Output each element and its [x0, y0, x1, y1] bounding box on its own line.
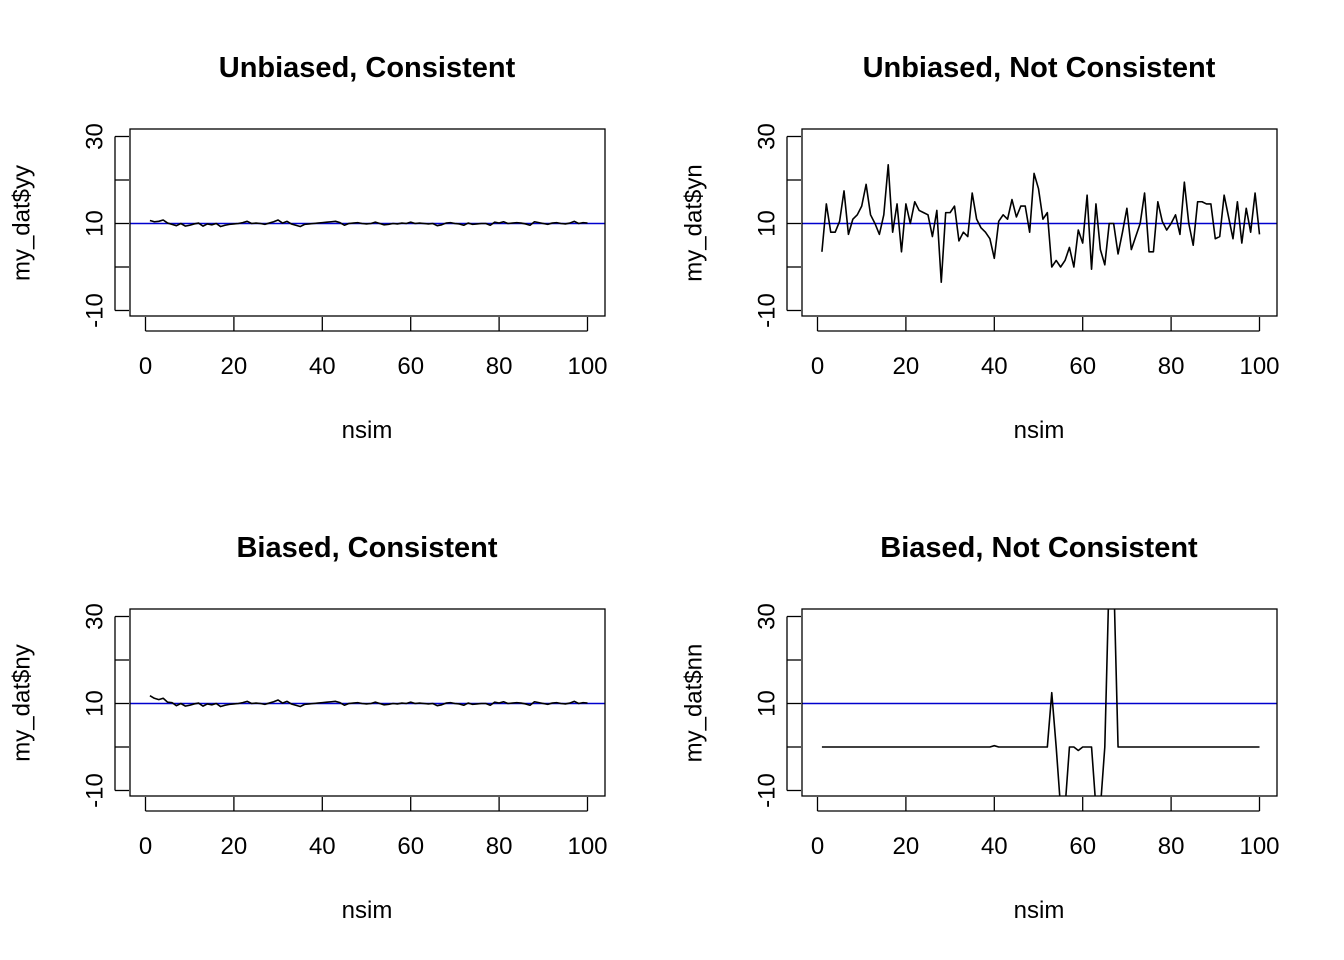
x-tick-label: 80 [1158, 353, 1185, 380]
x-tick-label: 60 [1069, 353, 1096, 380]
x-tick-label: 20 [221, 833, 248, 860]
panel-3: Biased, Consistent 0 20 40 60 80 100 nsim -10 10 3… [9, 532, 608, 924]
plot-frame [801, 608, 1278, 797]
y-axis: -10 10 30 [82, 123, 129, 328]
x-tick-label: 0 [139, 353, 152, 380]
x-tick-label: 0 [811, 833, 824, 860]
x-axis-label: nsim [342, 417, 393, 444]
y-tick-label: -10 [82, 293, 109, 328]
y-tick-label: 10 [82, 690, 109, 717]
x-axis-label: nsim [1014, 417, 1065, 444]
chart-title: Unbiased, Consistent [219, 52, 516, 84]
x-tick-label: 100 [567, 353, 607, 380]
x-tick-label: 60 [397, 353, 424, 380]
plot-frame [129, 608, 606, 797]
x-tick-label: 80 [486, 353, 513, 380]
x-tick-label: 60 [1069, 833, 1096, 860]
x-tick-label: 0 [139, 833, 152, 860]
x-tick-label: 0 [811, 353, 824, 380]
x-axis-label: nsim [1014, 897, 1065, 924]
x-tick-label: 40 [981, 353, 1008, 380]
x-axis: 0 20 40 60 80 100 [139, 797, 608, 860]
y-axis-label: my_dat$nn [681, 644, 708, 763]
panel-1: Unbiased, Consistent 0 20 40 60 80 100 nsim -10 1… [9, 52, 608, 444]
x-tick-label: 20 [221, 353, 248, 380]
x-tick-label: 100 [1239, 833, 1279, 860]
y-tick-label: 10 [754, 210, 781, 237]
x-tick-label: 40 [309, 353, 336, 380]
y-tick-label: -10 [754, 293, 781, 328]
x-axis: 0 20 40 60 80 100 [139, 317, 608, 380]
y-axis: -10 10 30 [754, 123, 801, 328]
series-line [821, 609, 1260, 796]
x-axis-label: nsim [342, 897, 393, 924]
x-tick-label: 20 [893, 353, 920, 380]
chart-title: Biased, Consistent [236, 532, 497, 564]
x-tick-label: 100 [567, 833, 607, 860]
x-axis: 0 20 40 60 80 100 [811, 797, 1280, 860]
series-line [149, 694, 588, 708]
plot-frame [129, 128, 606, 317]
y-axis: -10 10 30 [754, 603, 801, 808]
y-tick-label: -10 [754, 773, 781, 808]
y-axis-label: my_dat$yy [9, 165, 36, 281]
y-tick-label: 30 [754, 123, 781, 150]
y-tick-label: -10 [82, 773, 109, 808]
chart-title: Unbiased, Not Consistent [863, 52, 1216, 84]
y-axis-label: my_dat$ny [9, 644, 36, 761]
panel-4: Biased, Not Consistent 0 20 40 60 80 100 nsim -1… [681, 532, 1280, 924]
y-axis-label: my_dat$yn [681, 164, 708, 281]
y-axis: -10 10 30 [82, 603, 129, 808]
x-tick-label: 40 [309, 833, 336, 860]
x-tick-label: 20 [893, 833, 920, 860]
series-line [149, 219, 588, 228]
x-tick-label: 40 [981, 833, 1008, 860]
y-tick-label: 10 [82, 210, 109, 237]
panel-2: Unbiased, Not Consistent 0 20 40 60 80 100 nsim… [681, 52, 1280, 444]
x-tick-label: 60 [397, 833, 424, 860]
x-tick-label: 80 [1158, 833, 1185, 860]
y-tick-label: 30 [754, 603, 781, 630]
y-tick-label: 30 [82, 123, 109, 150]
x-tick-label: 80 [486, 833, 513, 860]
x-tick-label: 100 [1239, 353, 1279, 380]
x-axis: 0 20 40 60 80 100 [811, 317, 1280, 380]
series-line [821, 163, 1261, 284]
plot-frame [801, 128, 1278, 317]
y-tick-label: 10 [754, 690, 781, 717]
chart-title: Biased, Not Consistent [880, 532, 1198, 564]
y-tick-label: 30 [82, 603, 109, 630]
